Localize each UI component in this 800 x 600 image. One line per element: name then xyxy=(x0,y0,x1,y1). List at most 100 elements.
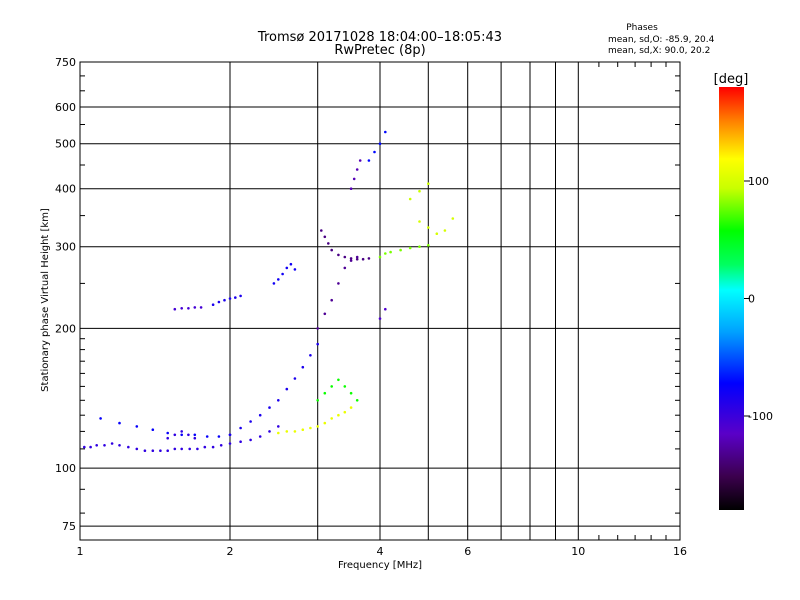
data-point xyxy=(110,442,114,445)
data-point xyxy=(217,300,221,304)
data-point xyxy=(289,262,293,266)
data-point xyxy=(427,244,430,247)
chart-subtitle: RwPretec (8p) xyxy=(334,43,425,58)
x-tick-label: 2 xyxy=(227,545,234,558)
data-point xyxy=(343,266,347,270)
data-point xyxy=(180,430,183,433)
data-point xyxy=(352,177,356,181)
data-point xyxy=(378,255,382,259)
data-point xyxy=(330,417,334,420)
data-point xyxy=(285,387,289,391)
data-point xyxy=(327,242,330,245)
y-tick-label: 500 xyxy=(55,138,76,151)
data-point xyxy=(367,257,371,260)
data-point xyxy=(373,150,376,154)
data-point xyxy=(173,447,177,451)
data-point xyxy=(135,447,139,451)
data-point xyxy=(239,426,242,430)
data-point xyxy=(323,421,327,425)
data-point xyxy=(166,431,169,435)
data-point xyxy=(355,255,359,259)
data-point xyxy=(203,445,207,449)
data-point xyxy=(219,444,223,447)
data-point xyxy=(427,226,430,229)
data-point xyxy=(309,354,312,357)
data-point xyxy=(99,417,102,420)
data-point xyxy=(239,440,242,444)
data-point xyxy=(228,442,232,445)
data-point xyxy=(211,303,215,307)
data-point xyxy=(323,312,327,316)
data-point xyxy=(320,229,323,232)
data-point xyxy=(277,425,280,428)
y-tick-label: 300 xyxy=(55,241,76,254)
data-point xyxy=(316,327,320,330)
data-point xyxy=(316,399,320,402)
data-point xyxy=(343,255,347,259)
data-point xyxy=(323,391,327,395)
data-point xyxy=(285,430,289,433)
data-point xyxy=(337,378,340,382)
data-point xyxy=(135,425,139,428)
y-tick-label: 75 xyxy=(62,520,76,533)
data-point xyxy=(268,430,271,433)
data-point xyxy=(293,268,297,271)
data-point xyxy=(355,257,359,261)
data-point xyxy=(166,436,169,440)
data-point xyxy=(309,426,312,430)
data-point xyxy=(427,182,430,185)
data-point xyxy=(173,307,177,311)
x-tick-labels: 1 2 4 6 10 16 xyxy=(77,545,688,558)
data-point xyxy=(151,449,155,453)
minor-ticks xyxy=(80,62,681,540)
x-tick-label: 16 xyxy=(673,545,687,558)
data-point xyxy=(337,413,340,417)
data-point xyxy=(343,385,347,388)
data-point xyxy=(418,189,421,193)
data-point xyxy=(268,406,271,409)
data-point xyxy=(118,421,121,425)
data-point xyxy=(337,253,340,257)
data-point xyxy=(418,245,421,248)
data-point xyxy=(443,229,447,232)
data-point xyxy=(187,307,190,310)
data-point xyxy=(180,447,183,451)
x-axis-label: Frequency [MHz] xyxy=(338,560,422,571)
data-point xyxy=(277,278,280,281)
data-point xyxy=(435,232,439,235)
data-point xyxy=(277,399,280,402)
data-point xyxy=(272,282,276,285)
y-tick-label: 750 xyxy=(55,56,76,69)
data-point xyxy=(166,449,169,453)
data-point xyxy=(187,433,190,437)
chart-title: Tromsø 20171028 18:04:00–18:05:43 xyxy=(257,30,502,45)
plot-area xyxy=(79,61,681,541)
data-point xyxy=(143,449,147,453)
data-point xyxy=(384,130,387,134)
y-gridlines xyxy=(80,61,680,527)
data-point xyxy=(349,259,353,262)
data-point xyxy=(285,266,289,270)
data-point xyxy=(301,428,305,432)
x-tick-label: 1 xyxy=(77,545,84,558)
y-tick-label: 100 xyxy=(55,462,76,475)
data-point xyxy=(301,365,305,369)
x-gridlines xyxy=(79,62,579,540)
stats-o-mode: mean, sd,O: -85.9, 20.4 xyxy=(608,35,715,45)
data-point xyxy=(349,187,353,190)
data-point xyxy=(211,445,215,449)
colorbar-label: [deg] xyxy=(714,72,749,87)
data-point xyxy=(337,282,340,285)
y-tick-label: 200 xyxy=(55,322,76,335)
data-point xyxy=(83,445,86,449)
data-point xyxy=(384,252,387,255)
data-point xyxy=(89,445,92,449)
data-point xyxy=(217,435,221,438)
data-point xyxy=(399,248,402,252)
data-point xyxy=(151,428,155,432)
data-point xyxy=(330,385,334,388)
data-point xyxy=(180,433,183,437)
data-point xyxy=(258,435,262,438)
data-points xyxy=(83,130,455,453)
data-point xyxy=(199,306,203,309)
